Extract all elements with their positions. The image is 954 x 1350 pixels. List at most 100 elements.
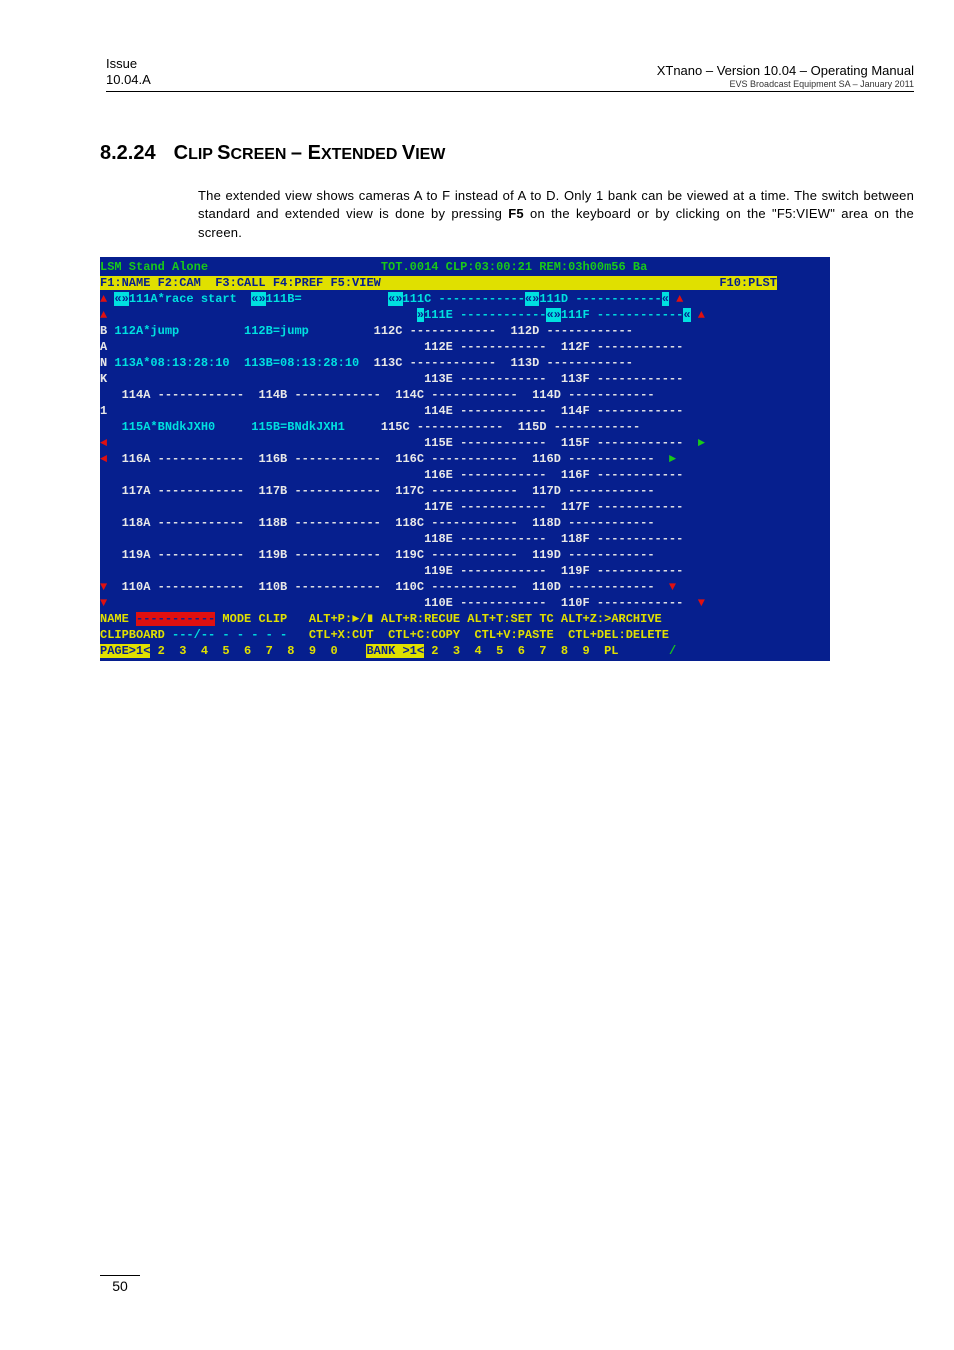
clip-119c[interactable]: 119C ------------ [395,548,517,562]
clip-119a[interactable]: 119A ------------ [122,548,244,562]
glyph: «» [546,308,560,322]
manual-title: XTnano – Version 10.04 – Operating Manua… [657,63,914,78]
clip-114c[interactable]: 114C ------------ [395,388,517,402]
clip-116d[interactable]: 116D ------------ [532,452,654,466]
clip-112d[interactable]: 112D ------------ [510,324,632,338]
clip-111b[interactable]: 111B= [266,292,302,306]
bank-selector[interactable]: BANK >1< [366,644,424,658]
clip-117b[interactable]: 117B ------------ [258,484,380,498]
clip-119e[interactable]: 119E ------------ [424,564,546,578]
name-field[interactable]: ----------- [136,612,215,626]
bank-numbers[interactable]: 2 3 4 5 6 7 8 9 PL [424,644,618,658]
clip-117e[interactable]: 117E ------------ [424,500,546,514]
clip-113d[interactable]: 113D ------------ [510,356,632,370]
name-label: NAME [100,612,136,626]
term-row: 119A ------------ 119B ------------ 119C… [100,547,830,563]
term-row: B 112A*jump 112B=jump 112C ------------ … [100,323,830,339]
clip-114e[interactable]: 114E ------------ [424,404,546,418]
clip-119f[interactable]: 119F ------------ [561,564,683,578]
clip-115f[interactable]: 115F ------------ [561,436,683,450]
clip-112f[interactable]: 112F ------------ [561,340,683,354]
clip-110f[interactable]: 110F ------------ [561,596,683,610]
section-title-part: S [217,142,230,164]
clip-114f[interactable]: 114F ------------ [561,404,683,418]
clip-115d[interactable]: 115D ------------ [518,420,640,434]
term-row: ▼ 110A ------------ 110B ------------ 11… [100,579,830,595]
clip-116e[interactable]: 116E ------------ [424,468,546,482]
glyph: «» [388,292,402,306]
clip-112c[interactable]: 112C ------------ [374,324,496,338]
clip-110c[interactable]: 110C ------------ [395,580,517,594]
clip-113f[interactable]: 113F ------------ [561,372,683,386]
clip-117a[interactable]: 117A ------------ [122,484,244,498]
issue-line1: Issue [106,56,151,72]
term-row: 117E ------------ 117F ------------ [100,499,830,515]
clip-116a[interactable]: 116A ------------ [122,452,244,466]
clip-116b[interactable]: 116B ------------ [258,452,380,466]
page-selector[interactable]: PAGE>1< [100,644,150,658]
clip-112a[interactable]: 112A*jump [114,324,179,338]
issue-block: Issue 10.04.A [106,56,151,89]
term-row: ◄ 116A ------------ 116B ------------ 11… [100,451,830,467]
glyph: « [662,292,669,306]
clip-117f[interactable]: 117F ------------ [561,500,683,514]
section-number: 8.2.24 [100,142,156,165]
arrow-icon: ► [669,452,676,466]
clip-118e[interactable]: 118E ------------ [424,532,546,546]
clip-114b[interactable]: 114B ------------ [258,388,380,402]
clip-116f[interactable]: 116F ------------ [561,468,683,482]
clip-112e[interactable]: 112E ------------ [424,340,546,354]
clip-113e[interactable]: 113E ------------ [424,372,546,386]
clip-115e[interactable]: 115E ------------ [424,436,546,450]
ctl-copy: CTL+C:COPY [388,628,460,642]
term-row: ◄ 115E ------------ 115F ------------ ► [100,435,830,451]
header-right-block: XTnano – Version 10.04 – Operating Manua… [657,63,914,89]
document-page: Issue 10.04.A XTnano – Version 10.04 – O… [0,0,954,1350]
clip-110e[interactable]: 110E ------------ [424,596,546,610]
clip-117d[interactable]: 117D ------------ [532,484,654,498]
clip-113b[interactable]: 113B=08:13:28:10 [244,356,359,370]
clip-111d[interactable]: 111D ------------ [539,292,661,306]
section-title-part: V [402,142,415,164]
clip-118f[interactable]: 118F ------------ [561,532,683,546]
page-header: Issue 10.04.A XTnano – Version 10.04 – O… [106,56,914,92]
term-row: ▼ 110E ------------ 110F ------------ ▼ [100,595,830,611]
clip-117c[interactable]: 117C ------------ [395,484,517,498]
clip-113c[interactable]: 113C ------------ [374,356,496,370]
clip-111c[interactable]: 111C ------------ [403,292,525,306]
clip-118c[interactable]: 118C ------------ [395,516,517,530]
clip-118a[interactable]: 118A ------------ [122,516,244,530]
clip-114d[interactable]: 114D ------------ [532,388,654,402]
clip-111e[interactable]: 111E ------------ [424,308,546,322]
terminal-screenshot: LSM Stand Alone TOT.0014 CLP:03:00:21 RE… [100,257,830,661]
term-fkeys-left[interactable]: F1:NAME F2:CAM F3:CALL F4:PREF F5:VIEW [100,276,381,290]
clip-111f[interactable]: 111F ------------ [561,308,683,322]
clip-113a[interactable]: 113A*08:13:28:10 [114,356,229,370]
clip-119b[interactable]: 119B ------------ [258,548,380,562]
clip-115a[interactable]: 115A*BNdkJXH0 [122,420,216,434]
clip-115c[interactable]: 115C ------------ [381,420,503,434]
term-row-111-bot: ▲ »111E ------------«»111F ------------«… [100,307,830,323]
clip-110a[interactable]: 110A ------------ [122,580,244,594]
clip-118b[interactable]: 118B ------------ [258,516,380,530]
term-page-row: PAGE>1< 2 3 4 5 6 7 8 9 0 BANK >1< 2 3 4… [100,643,830,659]
clip-119d[interactable]: 119D ------------ [532,548,654,562]
term-fkey-plst[interactable]: F10:PLST [719,276,777,290]
clipboard-label: CLIPBOARD [100,628,172,642]
clip-118d[interactable]: 118D ------------ [532,516,654,530]
term-fkeys-row: F1:NAME F2:CAM F3:CALL F4:PREF F5:VIEW F… [100,275,830,291]
clip-110d[interactable]: 110D ------------ [532,580,654,594]
page-numbers[interactable]: 2 3 4 5 6 7 8 9 0 [150,644,337,658]
term-row: 118E ------------ 118F ------------ [100,531,830,547]
clip-112b[interactable]: 112B=jump [244,324,309,338]
glyph: «» [114,292,128,306]
ctl-cut: CTL+X:CUT [309,628,374,642]
page-number: 50 [100,1275,140,1294]
clip-114a[interactable]: 114A ------------ [122,388,244,402]
clip-110b[interactable]: 110B ------------ [258,580,380,594]
clip-116c[interactable]: 116C ------------ [395,452,517,466]
clip-111a[interactable]: 111A*race start [129,292,237,306]
clip-115b[interactable]: 115B=BNdkJXH1 [251,420,345,434]
section-title-part: XTENDED [321,146,402,163]
term-row: N 113A*08:13:28:10 113B=08:13:28:10 113C… [100,355,830,371]
